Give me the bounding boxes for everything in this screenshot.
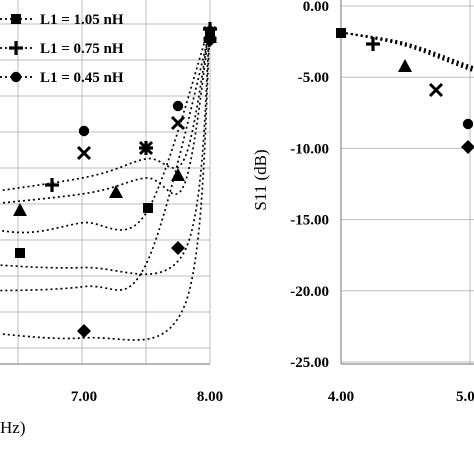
right-y-tick-label: -25.00 bbox=[290, 355, 329, 371]
right-series-line-circle bbox=[340, 31, 474, 69]
right-series-line-diamond bbox=[340, 31, 474, 73]
legend-label: L1 = 1.05 nH bbox=[40, 12, 124, 28]
left-series-line-x bbox=[0, 24, 211, 204]
left-series-line-diamond bbox=[0, 33, 211, 341]
left-square-marker bbox=[143, 203, 153, 213]
right-triangle-marker bbox=[398, 59, 412, 72]
left-circle-marker bbox=[78, 125, 90, 137]
right-y-tick-label: -20.00 bbox=[290, 284, 329, 300]
left-plus-marker bbox=[139, 141, 153, 155]
left-triangle-marker bbox=[13, 203, 27, 216]
left-x-tick-label: 7.00 bbox=[71, 389, 97, 405]
right-y-tick-label: -15.00 bbox=[290, 213, 329, 229]
right-circle-marker bbox=[462, 118, 474, 130]
legend: L1 = 1.05 nH L1 = 0.75 nH L1 = 0.45 nH bbox=[0, 12, 124, 86]
right-x-tick-labels: 4.00 5.0 bbox=[328, 389, 474, 405]
right-y-tick-label: -10.00 bbox=[290, 141, 329, 157]
right-x-tick-label: 5.0 bbox=[456, 389, 474, 405]
left-chart-panel: L1 = 1.05 nH L1 = 0.75 nH L1 = 0.45 nH 7 7.0… bbox=[0, 0, 223, 437]
left-square-marker bbox=[15, 248, 25, 258]
right-plus-marker bbox=[366, 37, 380, 51]
left-x-axis-title: Hz) bbox=[0, 418, 25, 437]
legend-entry-plus: L1 = 0.75 nH bbox=[0, 41, 124, 57]
right-series-line-x bbox=[340, 31, 474, 71]
right-chart-panel: 0.00 -5.00 -10.00 -15.00 -20.00 -25.00 4.00 5.0… bbox=[251, 0, 474, 405]
left-x-tick-labels: 7 7.00 8.00 bbox=[0, 389, 223, 405]
right-square-marker bbox=[336, 28, 346, 38]
right-x-tick-label: 4.00 bbox=[328, 389, 354, 405]
legend-entry-circle: L1 = 0.45 nH bbox=[0, 70, 124, 86]
left-x-tick-label: 8.00 bbox=[197, 389, 223, 405]
left-diamond-marker bbox=[203, 33, 217, 47]
left-plus-marker bbox=[203, 22, 217, 36]
right-y-axis-title: S11 (dB) bbox=[251, 149, 270, 210]
left-series-line-triangle bbox=[0, 27, 211, 275]
legend-entry-square: L1 = 1.05 nH bbox=[0, 12, 124, 28]
right-y-tick-label: -5.00 bbox=[298, 70, 329, 86]
left-diamond-marker bbox=[77, 324, 91, 338]
left-x-marker bbox=[170, 115, 186, 131]
legend-plus-marker bbox=[9, 41, 23, 55]
right-series-group bbox=[336, 28, 474, 154]
legend-label: L1 = 0.75 nH bbox=[40, 41, 124, 57]
legend-square-marker bbox=[11, 14, 21, 24]
legend-label: L1 = 0.45 nH bbox=[40, 70, 124, 86]
right-x-marker bbox=[428, 82, 444, 98]
left-grid bbox=[0, 0, 211, 364]
right-grid bbox=[341, 0, 474, 364]
left-triangle-marker bbox=[171, 168, 185, 181]
left-series-group bbox=[0, 22, 218, 341]
legend-circle-marker bbox=[10, 71, 22, 83]
left-x-tick-partial: 7 bbox=[0, 389, 1, 405]
right-y-tick-label: 0.00 bbox=[303, 0, 329, 15]
left-plus-marker bbox=[45, 178, 59, 192]
right-y-tick-labels: 0.00 -5.00 -10.00 -15.00 -20.00 -25.00 bbox=[290, 0, 329, 371]
left-diamond-marker bbox=[171, 241, 185, 255]
right-diamond-marker bbox=[461, 140, 474, 154]
right-series-line-triangle bbox=[340, 31, 474, 70]
left-x-marker bbox=[76, 145, 92, 161]
left-series-line-square bbox=[0, 30, 211, 292]
left-triangle-marker bbox=[109, 185, 123, 198]
left-circle-marker bbox=[172, 100, 184, 112]
